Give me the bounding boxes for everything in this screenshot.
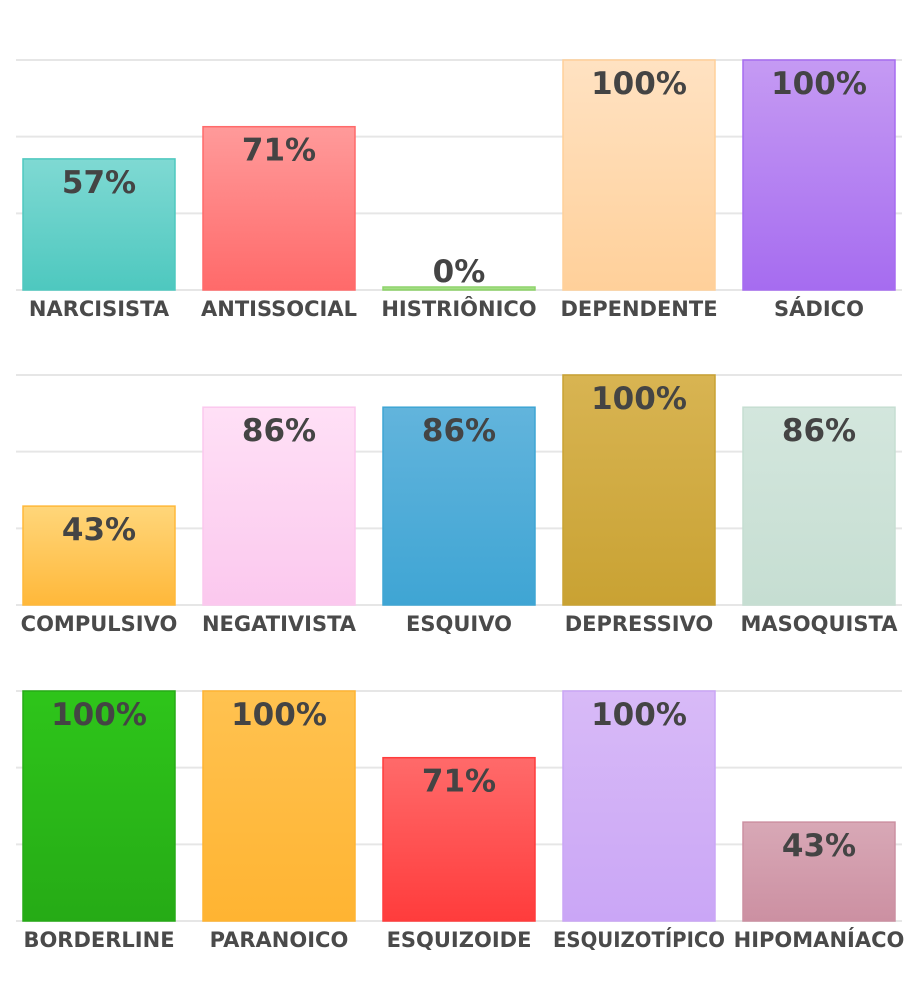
- bar-value-label: 43%: [782, 828, 856, 864]
- category-label: BORDERLINE: [23, 928, 174, 952]
- bar: [562, 374, 716, 606]
- category-label: SÁDICO: [774, 296, 864, 321]
- category-label: HIPOMANÍACO: [734, 927, 905, 952]
- bar-value-label: 86%: [422, 413, 496, 449]
- bar-value-label: 86%: [782, 413, 856, 449]
- category-label: COMPULSIVO: [21, 612, 178, 636]
- bar: [562, 59, 716, 291]
- bar-value-label: 100%: [591, 697, 687, 733]
- bar-value-label: 71%: [242, 133, 316, 169]
- bar-value-label: 86%: [242, 413, 316, 449]
- bar-value-label: 100%: [231, 697, 327, 733]
- category-label: HISTRIÔNICO: [381, 296, 536, 321]
- bar: [382, 756, 536, 922]
- category-label: DEPENDENTE: [560, 297, 717, 321]
- bar-value-label: 57%: [62, 165, 136, 201]
- bar-value-label: 100%: [771, 66, 867, 102]
- bar: [22, 505, 176, 606]
- bar: [742, 59, 896, 291]
- category-label: NEGATIVISTA: [202, 612, 357, 636]
- bar: [742, 821, 896, 922]
- category-label: ESQUIZOTÍPICO: [553, 927, 725, 952]
- category-label: DEPRESSIVO: [565, 612, 714, 636]
- bar-value-label: 71%: [422, 764, 496, 800]
- bar: [202, 406, 356, 606]
- category-label: ANTISSOCIAL: [201, 297, 357, 321]
- bar-value-label: 100%: [51, 697, 147, 733]
- bar: [382, 406, 536, 606]
- bar: [382, 286, 536, 291]
- bar: [22, 158, 176, 291]
- bar: [202, 125, 356, 291]
- bar: [742, 406, 896, 606]
- bar: [202, 690, 356, 922]
- category-label: ESQUIZOIDE: [387, 928, 532, 952]
- bar: [22, 690, 176, 922]
- category-label: MASOQUISTA: [741, 612, 899, 636]
- bar-value-label: 0%: [433, 254, 486, 290]
- category-label: NARCISISTA: [29, 297, 170, 321]
- bar-value-label: 100%: [591, 381, 687, 417]
- bar-value-label: 43%: [62, 512, 136, 548]
- bar: [562, 690, 716, 922]
- bar-chart-2: 43% COMPULSIVO 86% NEGATIVISTA 86% ESQUIVO 100…: [16, 374, 902, 636]
- bar-value-label: 100%: [591, 66, 687, 102]
- bar-chart-1: 57% NARCISISTA 71% ANTISSOCIAL 0% HISTRIÔNICO…: [16, 59, 902, 321]
- bar-chart-3: 100% BORDERLINE 100% PARANOICO 71% ESQUIZOIDE…: [16, 690, 905, 952]
- category-label: ESQUIVO: [406, 612, 512, 636]
- category-label: PARANOICO: [210, 928, 349, 952]
